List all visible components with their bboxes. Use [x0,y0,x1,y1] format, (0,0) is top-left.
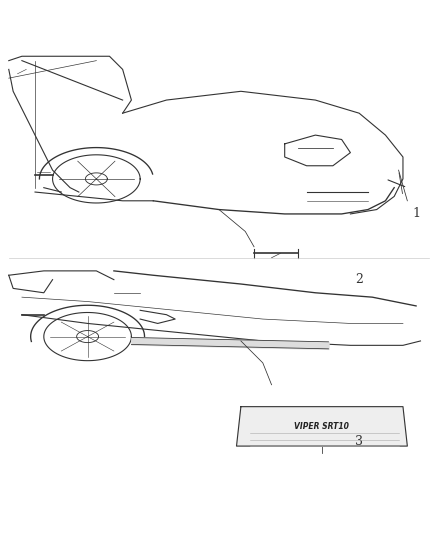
Text: 1: 1 [412,207,420,221]
Text: 3: 3 [355,435,363,448]
Polygon shape [237,407,407,446]
Text: VIPER SRT10: VIPER SRT10 [294,422,350,431]
Text: 2: 2 [355,273,363,286]
